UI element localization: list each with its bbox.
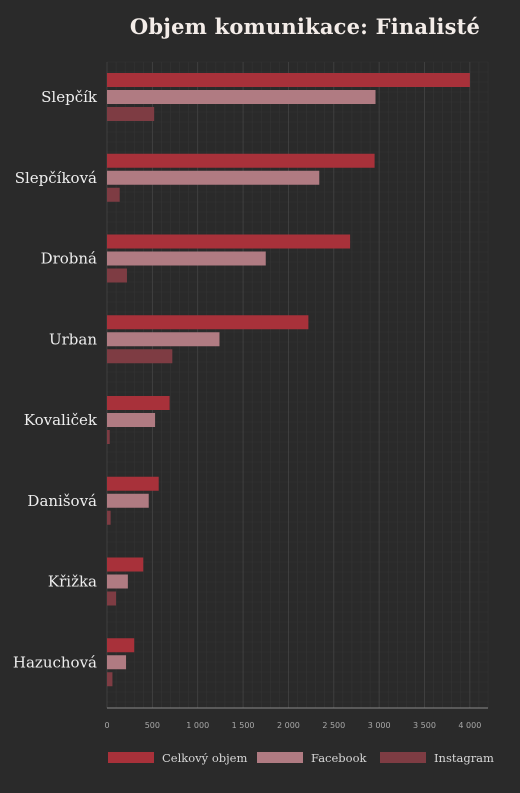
category-label: Slepčík — [41, 88, 98, 106]
legend-label: Facebook — [311, 751, 368, 765]
bar-instagram — [107, 672, 113, 687]
bar-celkový-objem — [107, 73, 470, 87]
x-tick-label: 2 000 — [277, 721, 300, 730]
bar-instagram — [107, 349, 173, 364]
bar-facebook — [107, 413, 156, 427]
bar-facebook — [107, 574, 128, 589]
bar-instagram — [107, 430, 110, 444]
chart-title: Objem komunikace: Finalisté — [129, 14, 481, 39]
bar-facebook — [107, 251, 266, 266]
bar-celkový-objem — [107, 638, 135, 653]
bar-instagram — [107, 268, 127, 283]
category-label: Hazuchová — [13, 653, 97, 671]
bar-celkový-objem — [107, 476, 159, 491]
bar-facebook — [107, 90, 376, 104]
legend-swatch — [257, 752, 303, 763]
legend-label: Celkový objem — [162, 751, 247, 765]
bar-facebook — [107, 332, 220, 347]
legend-label: Instagram — [434, 751, 494, 765]
x-tick-label: 3 000 — [368, 721, 391, 730]
category-label: Drobná — [41, 250, 97, 268]
bar-celkový-objem — [107, 557, 144, 572]
category-label: Křižka — [48, 573, 97, 591]
bar-celkový-objem — [107, 234, 351, 249]
category-label: Kovaliček — [24, 411, 98, 429]
bar-instagram — [107, 591, 117, 606]
category-label: Danišová — [27, 492, 97, 510]
x-tick-label: 1 500 — [232, 721, 255, 730]
x-tick-label: 4 000 — [458, 721, 481, 730]
bar-facebook — [107, 493, 149, 508]
category-label: Urban — [49, 330, 97, 348]
bar-instagram — [107, 187, 120, 202]
x-tick-label: 3 500 — [413, 721, 436, 730]
bar-instagram — [107, 510, 111, 525]
x-tick-label: 2 500 — [322, 721, 345, 730]
x-tick-label: 500 — [145, 721, 160, 730]
bar-celkový-objem — [107, 153, 375, 168]
legend-swatch — [108, 752, 154, 763]
bar-facebook — [107, 655, 127, 670]
x-tick-label: 0 — [104, 721, 109, 730]
x-tick-label: 1 000 — [186, 721, 209, 730]
bar-celkový-objem — [107, 315, 309, 330]
legend-swatch — [380, 752, 426, 763]
bar-facebook — [107, 170, 320, 185]
bar-instagram — [107, 107, 155, 121]
bar-celkový-objem — [107, 396, 170, 410]
category-label: Slepčíková — [15, 169, 97, 187]
